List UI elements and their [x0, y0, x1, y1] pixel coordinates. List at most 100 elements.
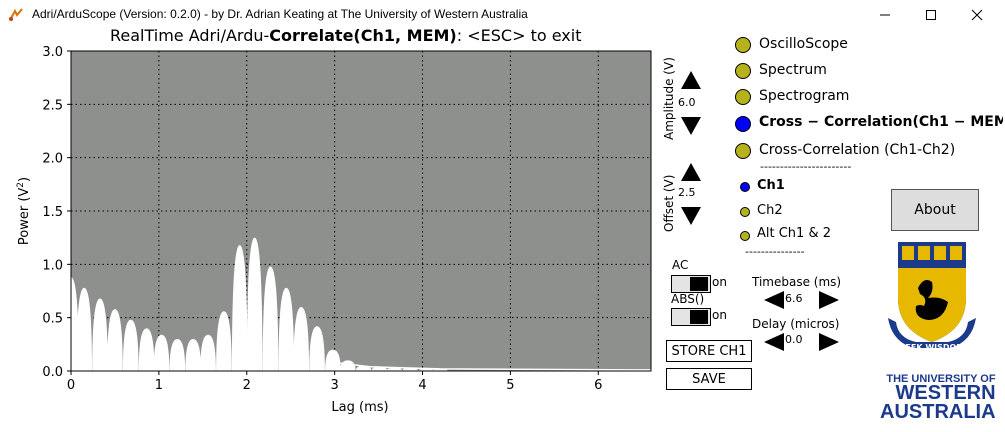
plot-area — [70, 50, 652, 372]
maximize-button[interactable] — [908, 0, 954, 30]
delay-increase-icon[interactable] — [818, 332, 840, 352]
mode-radio-spectrum[interactable] — [735, 63, 751, 79]
y-axis: 0.0 0.5 1.0 1.5 2.0 2.5 3.0 — [42, 45, 71, 380]
ac-state: on — [712, 275, 727, 289]
channel-radio-alt[interactable] — [740, 231, 750, 241]
window-title: Adri/ArduScope (Version: 0.2.0) - by Dr.… — [32, 7, 528, 21]
mode-radio-oscilloscope[interactable] — [735, 37, 751, 53]
y-tick-label: 0.5 — [42, 312, 63, 327]
y-tick-label: 2.5 — [42, 98, 63, 113]
amplitude-label: Amplitude (V) — [662, 57, 676, 140]
channel-radio-ch2[interactable] — [740, 207, 750, 217]
x-tick-label: 0 — [67, 378, 75, 393]
close-button[interactable] — [954, 0, 1000, 30]
trace-lobe — [169, 339, 186, 371]
x-tick-label: 6 — [594, 378, 602, 393]
timebase-decrease-icon[interactable] — [763, 290, 785, 310]
trace-lobe — [325, 349, 341, 371]
abs-toggle[interactable] — [671, 308, 711, 326]
delay-decrease-icon[interactable] — [763, 332, 785, 352]
mode-label-cross-correlation-ch2: Cross-Correlation (Ch1-Ch2) — [759, 142, 956, 158]
channel-radio-ch1[interactable] — [740, 182, 750, 192]
uwa-name-line2: WESTERN — [895, 382, 996, 405]
timebase-value: 6.6 — [785, 292, 803, 305]
x-tick-label: 1 — [155, 378, 163, 393]
plot-title-suffix: : <ESC> to exit — [456, 26, 582, 45]
store-ch1-button[interactable]: STORE CH1 — [666, 340, 752, 362]
amplitude-up-icon[interactable] — [680, 70, 702, 90]
x-axis: 0 1 2 3 4 5 6 — [67, 371, 602, 393]
offset-down-icon[interactable] — [680, 206, 702, 226]
mode-label-spectrum: Spectrum — [759, 62, 827, 78]
trace-lobe — [293, 307, 310, 371]
y-tick-label: 3.0 — [42, 45, 63, 60]
trace-lobe — [216, 311, 232, 371]
delay-value: 0.0 — [785, 333, 803, 346]
y-axis-label-main: Power (V — [17, 188, 32, 246]
plot-title: RealTime Adri/Ardu-Correlate(Ch1, MEM): … — [110, 26, 581, 45]
plot-title-prefix: RealTime Adri/Ardu- — [110, 26, 270, 45]
close-icon — [971, 9, 983, 21]
mode-radio-cross-correlation-mem[interactable] — [735, 116, 751, 132]
trace-lobe — [246, 237, 263, 371]
x-tick-label: 3 — [330, 378, 338, 393]
mode-label-oscilloscope: OscilloScope — [759, 36, 848, 52]
offset-value: 2.5 — [678, 186, 696, 199]
x-axis-label: Lag (ms) — [331, 400, 388, 415]
trace-lobe — [92, 298, 108, 371]
trace-lobe — [200, 334, 216, 371]
y-axis-label: Power (V2) — [16, 177, 32, 245]
trace-lobe — [418, 368, 434, 371]
correlation-chart: 0 1 2 3 4 5 6 0.0 0.5 1.0 1.5 2.0 2.5 3.0 Lag (ms) P… — [16, 45, 652, 415]
abs-toggle-knob — [690, 310, 708, 324]
minimize-button[interactable] — [862, 0, 908, 30]
y-tick-label: 1.0 — [42, 258, 63, 273]
mode-label-spectrogram: Spectrogram — [759, 88, 850, 104]
uwa-crest-icon: SEEK WISDOM — [888, 242, 976, 352]
x-tick-label: 4 — [418, 378, 426, 393]
offset-up-icon[interactable] — [680, 162, 702, 182]
maximize-icon — [926, 10, 936, 20]
channel-label-alt: Alt Ch1 & 2 — [757, 226, 831, 241]
abs-state: on — [712, 308, 727, 322]
uwa-motto: SEEK WISDOM — [900, 343, 965, 352]
trace-lobe — [76, 287, 93, 371]
trace-lobe — [309, 326, 325, 371]
app-icon — [9, 8, 23, 21]
trace-lobe — [386, 367, 403, 371]
mode-radio-spectrogram[interactable] — [735, 89, 751, 105]
separator-channels: --------------- — [745, 245, 805, 258]
delay-label: Delay (micros) — [752, 317, 840, 331]
trace-tail — [334, 361, 652, 371]
trace-lobe — [153, 334, 170, 371]
mode-label-cross-correlation-mem: Cross − Correlation(Ch1 − MEM) — [759, 114, 1003, 130]
uwa-name: THE UNIVERSITY OF WESTERN AUSTRALIA — [880, 373, 996, 423]
timebase-increase-icon[interactable] — [818, 290, 840, 310]
mode-radio-cross-correlation-ch2[interactable] — [735, 143, 751, 159]
ac-toggle[interactable] — [671, 275, 711, 293]
trace-lobe — [262, 266, 279, 371]
channel-label-ch2: Ch2 — [757, 203, 783, 218]
trace-lobe — [185, 339, 201, 371]
trace-lobe — [231, 245, 248, 371]
y-tick-label: 0.0 — [42, 365, 63, 380]
save-button[interactable]: SAVE — [666, 368, 752, 390]
uwa-name-line3: AUSTRALIA — [880, 400, 996, 423]
y-tick-label: 1.5 — [42, 205, 63, 220]
window-titlebar: Adri/ArduScope (Version: 0.2.0) - by Dr.… — [0, 0, 1005, 30]
separator-modes: ----------------------- — [760, 160, 852, 173]
timebase-label: Timebase (ms) — [752, 275, 842, 289]
amplitude-down-icon[interactable] — [680, 116, 702, 136]
y-axis-label-sup: 2 — [16, 182, 26, 188]
trace-lobe — [122, 319, 139, 371]
offset-label: Offset (V) — [662, 174, 676, 232]
x-tick-label: 5 — [506, 378, 514, 393]
amplitude-value: 6.0 — [678, 96, 696, 109]
trace-lobe — [107, 309, 123, 371]
trace-lobe — [138, 328, 155, 371]
minimize-icon — [880, 14, 890, 16]
uwa-name-line1: THE UNIVERSITY OF — [886, 373, 996, 385]
ac-label: AC — [672, 258, 689, 272]
ac-toggle-knob — [690, 277, 708, 291]
about-button[interactable]: About — [891, 189, 979, 231]
